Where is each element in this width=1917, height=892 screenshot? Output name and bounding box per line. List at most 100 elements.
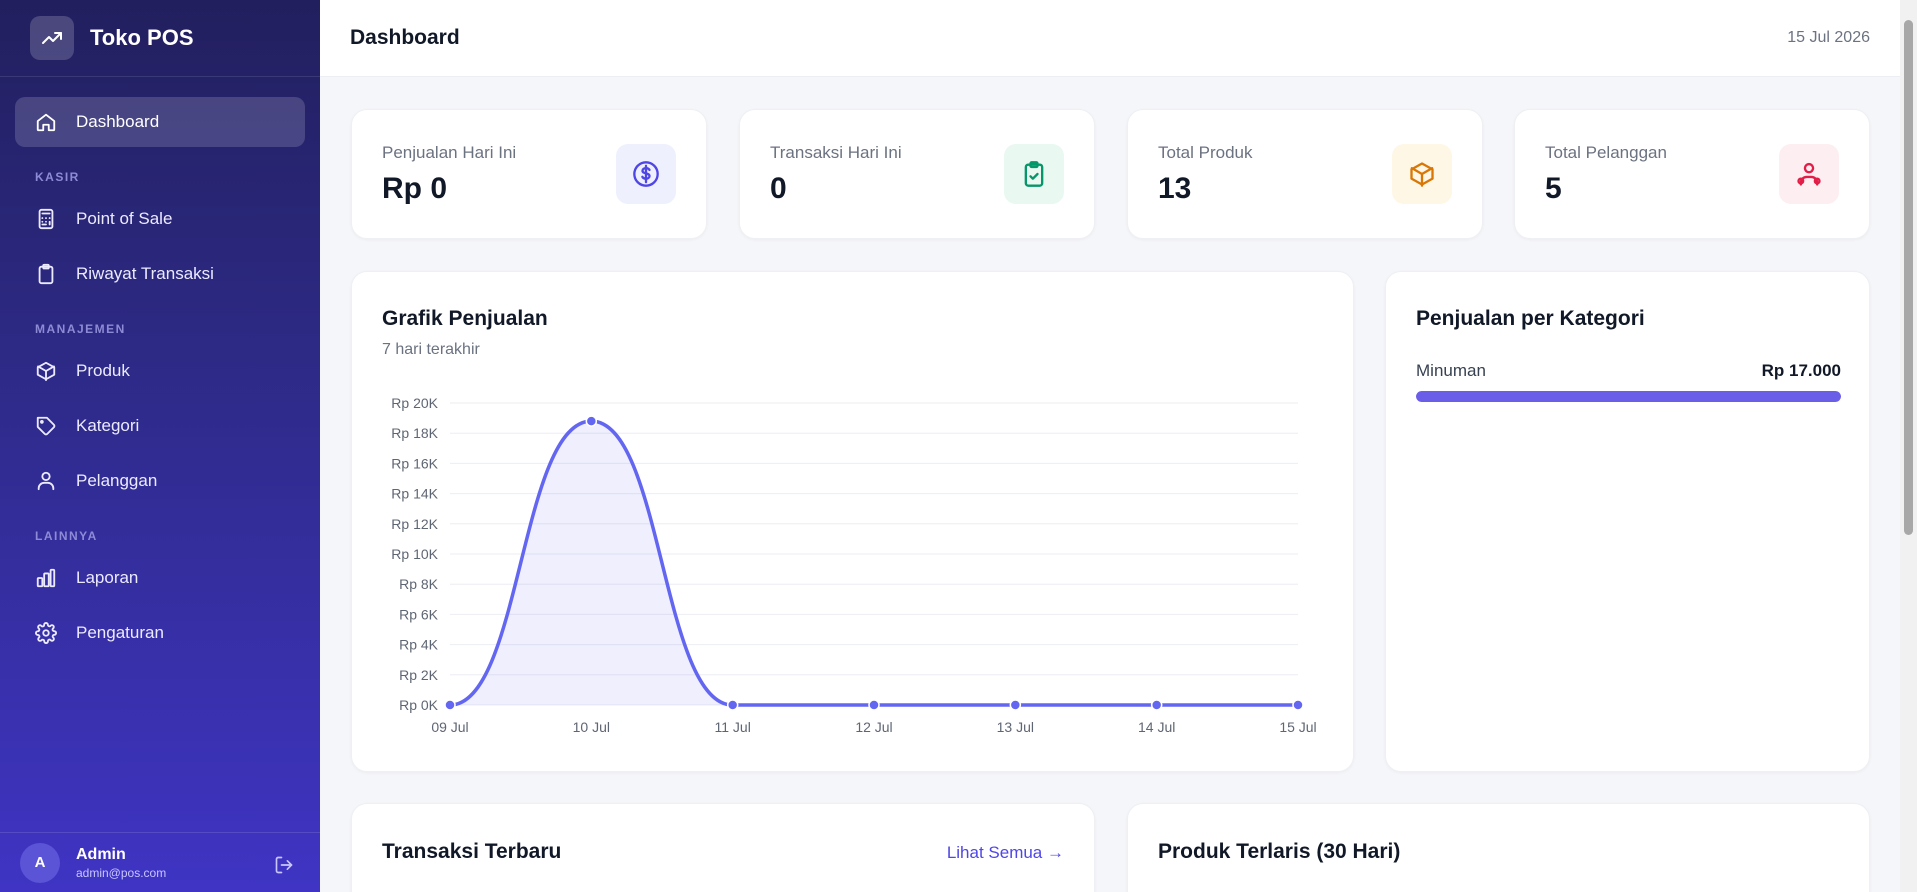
sidebar-item-label: Dashboard	[76, 112, 160, 131]
clipboard-icon	[35, 263, 57, 285]
stat-value: Rp 0	[382, 172, 448, 205]
page-scrollbar[interactable]	[1900, 0, 1917, 892]
recent-transactions-card: Transaksi Terbaru Lihat Semua →	[351, 803, 1095, 892]
user-name: Admin	[76, 845, 126, 863]
chart-title: Grafik Penjualan	[382, 307, 548, 330]
gear-icon	[35, 622, 57, 644]
avatar[interactable]: A	[20, 842, 60, 883]
x-tick-label: 12 Jul	[855, 719, 892, 735]
sidebar-item-label: Produk	[76, 361, 130, 380]
user-email: admin@pos.com	[76, 865, 167, 880]
y-tick-label: Rp 10K	[391, 546, 438, 562]
chart-series-line	[449, 419, 1298, 707]
page-title: Dashboard	[350, 26, 460, 49]
stat-card-transaksi: Transaksi Hari Ini 0	[739, 109, 1095, 239]
top-header: Dashboard 15 Jul 2026	[320, 0, 1900, 77]
sidebar-nav: Dashboard KASIR Point of Sale Riwayat Tr…	[0, 77, 320, 658]
sidebar: Toko POS Dashboard KASIR Point of Sale R…	[0, 0, 320, 892]
data-point	[1009, 699, 1022, 711]
sales-chart-card: Grafik Penjualan 7 hari terakhir Rp 0K Rp…	[351, 271, 1354, 772]
y-tick-label: Rp 14K	[391, 486, 438, 502]
stat-label: Total Pelanggan	[1545, 143, 1667, 162]
sales-line-chart: Rp 0K Rp 2K Rp 4K Rp 6K Rp 8K Rp 10K Rp 12K Rp …	[391, 395, 1316, 735]
x-tick-label: 14 Jul	[1138, 719, 1175, 735]
user-profile: A Admin admin@pos.com	[0, 832, 320, 892]
stat-value: 5	[1545, 172, 1562, 205]
recent-transactions-title: Transaksi Terbaru	[382, 840, 562, 863]
data-point	[444, 699, 456, 711]
y-tick-label: Rp 16K	[391, 455, 438, 471]
sidebar-item-pelanggan[interactable]: Pelanggan	[15, 456, 305, 506]
view-all-link[interactable]: Lihat Semua →	[946, 843, 1064, 862]
stat-label: Transaksi Hari Ini	[770, 143, 902, 162]
app-name: Toko POS	[90, 25, 194, 50]
sidebar-item-laporan[interactable]: Laporan	[15, 553, 305, 603]
chart-area-fill	[450, 421, 1298, 705]
best-sellers-card: Produk Terlaris (30 Hari)	[1127, 803, 1870, 892]
section-lainnya: LAINNYA	[35, 529, 98, 543]
y-tick-label: Rp 2K	[399, 667, 439, 683]
data-point	[726, 699, 739, 711]
sidebar-item-riwayat-transaksi[interactable]: Riwayat Transaksi	[15, 249, 305, 299]
x-tick-label: 11 Jul	[715, 719, 751, 735]
data-point	[585, 415, 598, 427]
y-tick-label: Rp 8K	[399, 576, 439, 592]
category-item: Minuman Rp 17.000	[1416, 361, 1841, 402]
scrollbar-thumb[interactable]	[1904, 20, 1913, 535]
sidebar-item-point-of-sale[interactable]: Point of Sale	[15, 194, 305, 244]
sidebar-item-dashboard[interactable]: Dashboard	[15, 97, 305, 147]
logout-icon[interactable]	[274, 855, 294, 875]
y-tick-label: Rp 20K	[391, 395, 438, 411]
section-kasir: KASIR	[35, 170, 80, 184]
sidebar-item-label: Kategori	[76, 416, 140, 435]
dollar-icon	[616, 144, 676, 204]
trending-up-icon	[30, 16, 74, 60]
bar-chart-icon	[35, 567, 57, 589]
data-point	[1150, 699, 1163, 711]
section-manajemen: MANAJEMEN	[35, 322, 126, 336]
stat-value: 13	[1158, 172, 1192, 205]
best-sellers-title: Produk Terlaris (30 Hari)	[1158, 840, 1401, 863]
sidebar-item-label: Laporan	[76, 568, 139, 587]
stat-label: Total Produk	[1158, 143, 1253, 162]
y-tick-label: Rp 0K	[399, 697, 439, 713]
y-tick-label: Rp 12K	[391, 516, 438, 532]
home-icon	[35, 111, 57, 133]
x-tick-label: 10 Jul	[573, 719, 610, 735]
data-point	[868, 699, 880, 711]
sidebar-item-produk[interactable]: Produk	[15, 346, 305, 396]
category-sales-card: Penjualan per Kategori Minuman Rp 17.000	[1385, 271, 1870, 772]
chart-subtitle: 7 hari terakhir	[382, 341, 480, 358]
x-tick-label: 09 Jul	[431, 719, 468, 735]
sidebar-item-label: Pelanggan	[76, 471, 158, 490]
stat-card-produk: Total Produk 13	[1127, 109, 1483, 239]
category-name: Minuman	[1416, 361, 1486, 380]
stat-card-penjualan: Penjualan Hari Ini Rp 0	[351, 109, 707, 239]
users-icon	[35, 470, 57, 492]
y-tick-label: Rp 18K	[391, 425, 438, 441]
clipboard-check-icon	[1004, 144, 1064, 204]
box-icon	[35, 360, 57, 382]
sidebar-item-label: Point of Sale	[76, 209, 173, 228]
stat-value: 0	[770, 172, 787, 205]
category-progress-fill	[1416, 391, 1841, 402]
category-card-title: Penjualan per Kategori	[1416, 307, 1645, 330]
x-tick-label: 13 Jul	[997, 719, 1034, 735]
users-icon	[1779, 144, 1839, 204]
sidebar-item-pengaturan[interactable]: Pengaturan	[15, 608, 305, 658]
x-tick-label: 15 Jul	[1279, 719, 1316, 735]
sidebar-item-kategori[interactable]: Kategori	[15, 401, 305, 451]
category-value: Rp 17.000	[1761, 361, 1841, 380]
sidebar-item-label: Riwayat Transaksi	[76, 264, 214, 283]
data-point	[1292, 699, 1304, 711]
stat-label: Penjualan Hari Ini	[382, 143, 517, 162]
current-date: 15 Jul 2026	[1787, 29, 1870, 46]
y-tick-label: Rp 4K	[399, 637, 439, 653]
sidebar-item-label: Pengaturan	[76, 623, 164, 642]
stat-card-pelanggan: Total Pelanggan 5	[1514, 109, 1870, 239]
category-progress-track	[1416, 391, 1841, 402]
brand[interactable]: Toko POS	[0, 0, 320, 77]
y-tick-label: Rp 6K	[399, 606, 439, 622]
calculator-icon	[35, 208, 57, 230]
box-icon	[1392, 144, 1452, 204]
